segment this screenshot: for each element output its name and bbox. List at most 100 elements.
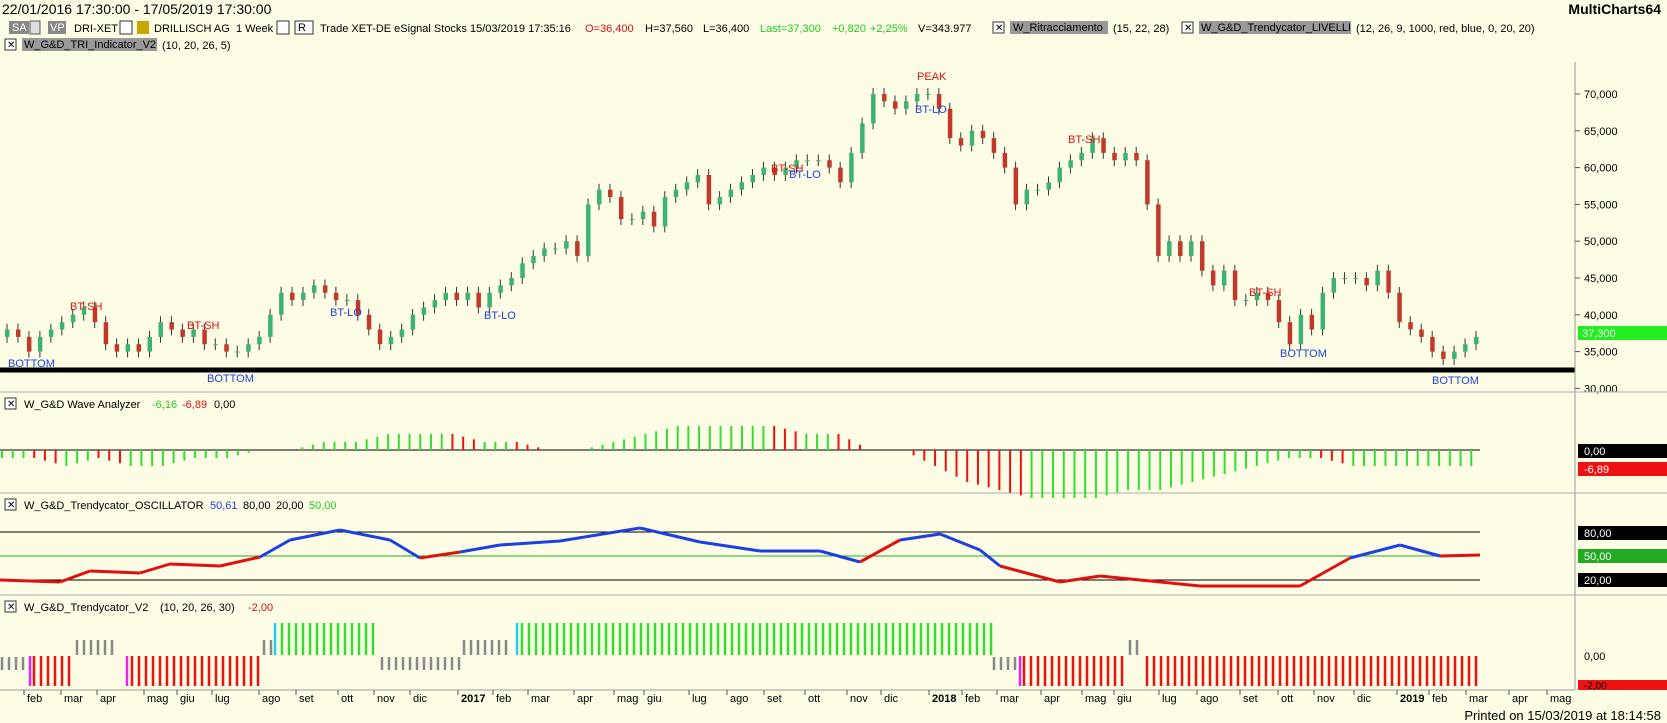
ritracciamento-name: W_Ritracciamento [1013,22,1103,34]
sa-button[interactable] [9,21,29,34]
candle [224,344,229,352]
app-name: MultiCharts64 [1568,1,1661,17]
candle [860,123,865,153]
interval-dropdown-icon[interactable] [276,20,290,35]
price-tick-label: 30,000 [1584,383,1618,395]
trendy-value-tag [1578,680,1667,690]
wave-histogram[interactable] [0,426,1480,498]
candle [717,197,723,205]
last-price-tag-text: 37,300 [1582,328,1616,340]
time-tick-label: dic [1357,693,1372,705]
tri-tag[interactable] [22,38,157,51]
bt-sh-label: BT-SH [70,301,102,313]
dropdown-icon[interactable] [29,20,41,35]
time-tick-label: ott [341,693,353,705]
livelli-name: W_G&D_Trendycator_LIVELLI [1201,22,1351,34]
candle [1210,270,1216,286]
vp-button[interactable] [48,21,66,34]
candle [136,344,142,352]
candle [1090,138,1095,153]
bt-sh-label: BT-SH [1068,134,1100,146]
candle [1474,336,1479,345]
time-tick-label: mag [617,693,638,705]
candle [301,292,306,301]
candle [1320,292,1326,330]
candle [1243,300,1249,302]
low-value: L=36,400 [703,23,749,35]
bt-lo-label: BT-LO [789,169,821,181]
time-tick-label: ott [808,693,820,705]
candle [794,160,799,168]
close-livelli-icon[interactable] [1181,21,1194,34]
osc-segment [639,526,701,544]
bt-sh-label: BT-SH [771,163,803,175]
candle [268,314,273,337]
x-glyph-icon: ✕ [7,602,15,613]
bottom-label: BOTTOM [8,358,55,370]
close-ritracciamento-icon[interactable] [992,21,1005,34]
candle [421,307,427,315]
ritracciamento-tag[interactable] [1010,21,1108,34]
candle [651,211,657,227]
candle [279,292,284,315]
candle [1167,241,1172,256]
candle [1013,167,1019,205]
candle [48,329,54,337]
time-tick-label: mag [147,693,168,705]
trendy-value: -2,00 [248,602,273,614]
close-osc-icon[interactable] [4,498,17,511]
candle [1265,292,1271,301]
company-label: DRILLISCH AG [154,23,230,35]
candle [180,329,185,337]
wave-name: W_G&D Wave Analyzer [24,399,141,411]
trendy-name: W_G&D_Trendycator_V2 [24,602,148,614]
r-button[interactable] [294,20,314,35]
wave-value-tag [1578,462,1667,476]
printed-footer: Printed on 15/03/2019 at 18:14:58 [1464,708,1661,723]
time-tick-label: apr [577,693,593,705]
time-tick-label: lug [692,693,707,705]
livelli-tag[interactable] [1199,21,1351,34]
candle [246,344,251,352]
time-tick-label: mag [1550,693,1571,705]
close-tri-icon[interactable] [4,38,17,51]
candle [728,189,734,198]
candle [191,329,196,337]
bottom-label: BOTTOM [1280,348,1327,360]
osc-segment [559,526,641,543]
candle [476,292,481,308]
peak-label: PEAK [917,71,947,83]
close-wave-icon[interactable] [4,397,17,410]
time-tick-label: feb [1432,693,1447,705]
candle [1254,292,1260,301]
candle [1134,152,1139,161]
osc-v3: 20,00 [276,500,304,512]
osc-segment [419,550,461,560]
price-pane[interactable] [5,88,1479,365]
osc-80-text: 80,00 [1584,528,1612,540]
osc-segment [459,543,501,554]
candle [925,94,931,95]
osc-segment [1059,574,1101,584]
vp-label: VP [50,22,65,34]
candle [202,329,207,345]
close-trendy-icon[interactable] [4,600,17,613]
time-tick-label: mag [1085,693,1106,705]
osc-line[interactable] [0,526,1481,588]
osc-segment [699,540,761,553]
interval-label: 1 Week [236,23,274,35]
candle [586,204,591,256]
candle [1112,152,1117,161]
candle [1309,314,1315,330]
time-tick-label: mar [64,693,83,705]
symbol-dropdown-icon[interactable] [119,20,133,35]
trendy-bars[interactable] [0,623,1478,686]
candle [487,292,492,308]
candle [772,167,777,175]
tri-params: (10, 20, 26, 5) [162,40,231,52]
candle [454,292,459,301]
candle [114,344,120,352]
bottom-label: BOTTOM [1432,375,1479,387]
candle [1408,322,1413,330]
chart-canvas[interactable]: SA VP DRI-XET DRILLISCH AG 1 Week R Trad… [0,0,1667,705]
